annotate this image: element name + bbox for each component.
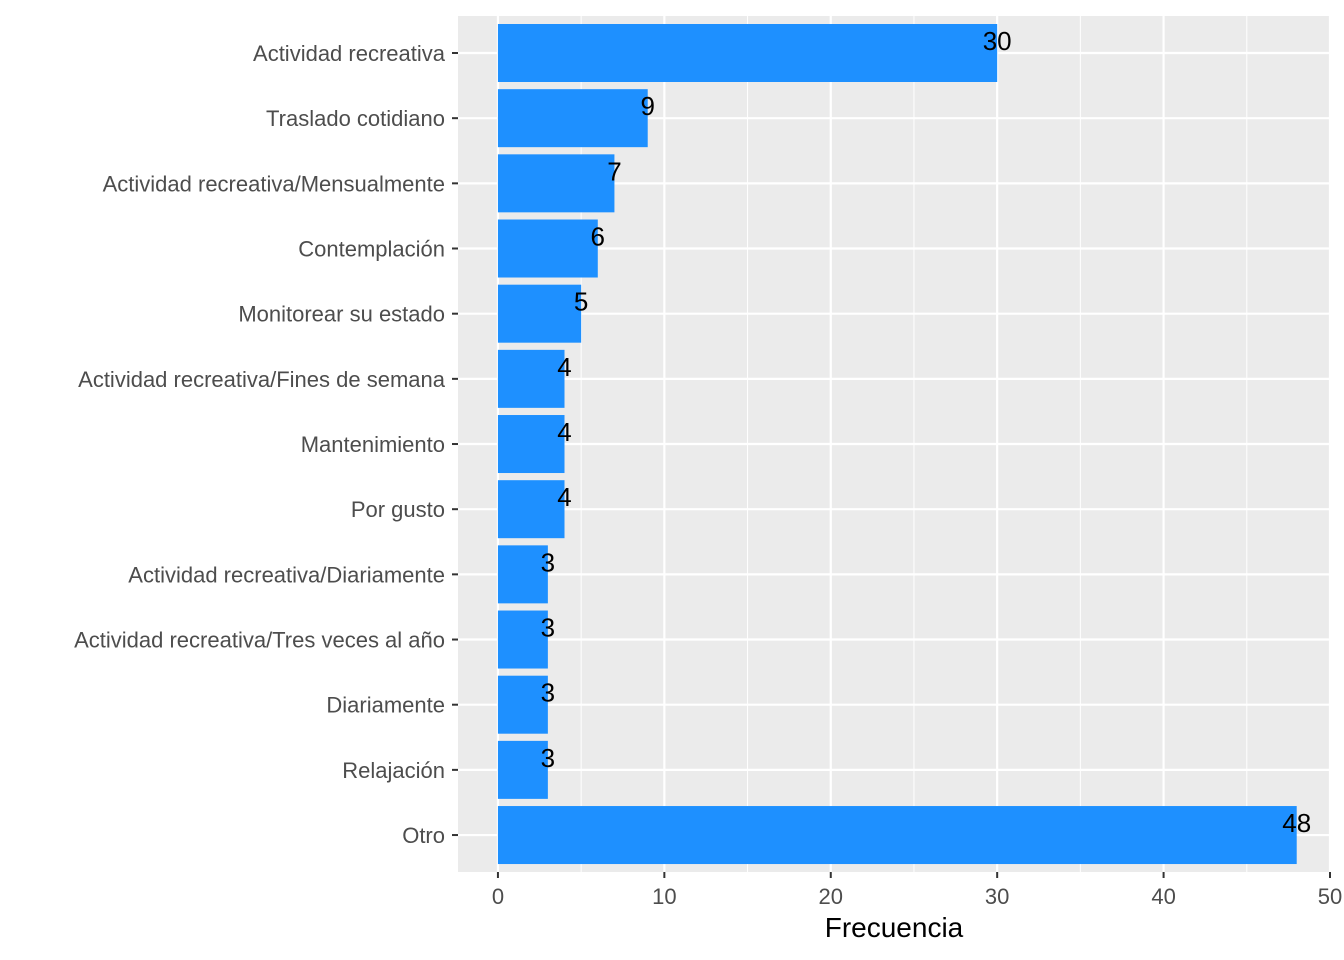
y-tick-label: Actividad recreativa/Mensualmente — [103, 171, 445, 196]
x-tick-label: 50 — [1318, 884, 1342, 909]
y-tick-label: Diariamente — [326, 693, 445, 718]
value-label: 5 — [574, 287, 588, 317]
bar — [497, 545, 548, 604]
x-tick-label: 20 — [819, 884, 843, 909]
value-label: 9 — [640, 91, 654, 121]
x-tick-label: 30 — [985, 884, 1009, 909]
y-tick-label: Actividad recreativa — [253, 41, 446, 66]
major-grid-lines — [458, 16, 1332, 872]
x-tick-label: 10 — [652, 884, 676, 909]
x-tick-label: 40 — [1151, 884, 1175, 909]
value-label: 48 — [1282, 808, 1311, 838]
bar — [497, 89, 648, 148]
bar — [497, 349, 565, 408]
y-tick-label: Otro — [402, 823, 445, 848]
value-label: 4 — [557, 482, 571, 512]
bar — [497, 675, 548, 734]
y-tick-label: Actividad recreativa/Tres veces al año — [74, 628, 445, 653]
bars-layer — [497, 24, 1297, 865]
value-label: 3 — [541, 613, 555, 643]
bar — [497, 610, 548, 669]
bar — [497, 24, 998, 82]
value-label: 4 — [557, 417, 571, 447]
value-label: 3 — [541, 547, 555, 577]
bar — [497, 284, 582, 343]
bar — [497, 806, 1297, 865]
y-tick-label: Mantenimiento — [301, 432, 445, 457]
bar — [497, 154, 615, 213]
value-labels-layer: 30 9 7 6 5 4 4 4 3 3 3 3 48 — [541, 26, 1312, 838]
y-tick-label: Monitorear su estado — [238, 302, 445, 327]
y-tick-label: Actividad recreativa/Diariamente — [128, 562, 445, 587]
y-tick-label: Contemplación — [298, 237, 445, 262]
y-tick-label: Traslado cotidiano — [266, 106, 445, 131]
y-tick-label: Relajación — [342, 758, 445, 783]
bar — [497, 740, 548, 799]
value-label: 3 — [541, 678, 555, 708]
x-tick-label: 0 — [492, 884, 504, 909]
value-label: 4 — [557, 352, 571, 382]
y-tick-label: Actividad recreativa/Fines de semana — [78, 367, 446, 392]
value-label: 6 — [591, 222, 605, 252]
x-axis: 0 10 20 30 40 50 — [492, 872, 1342, 909]
value-label: 30 — [983, 26, 1012, 56]
value-label: 7 — [607, 156, 621, 186]
x-axis-title: Frecuencia — [825, 912, 964, 943]
value-label: 3 — [541, 743, 555, 773]
y-axis: Actividad recreativa Traslado cotidiano Ac… — [74, 41, 458, 848]
y-tick-label: Por gusto — [351, 497, 445, 522]
bar — [497, 480, 565, 539]
bar — [497, 219, 598, 278]
bar — [497, 415, 565, 474]
